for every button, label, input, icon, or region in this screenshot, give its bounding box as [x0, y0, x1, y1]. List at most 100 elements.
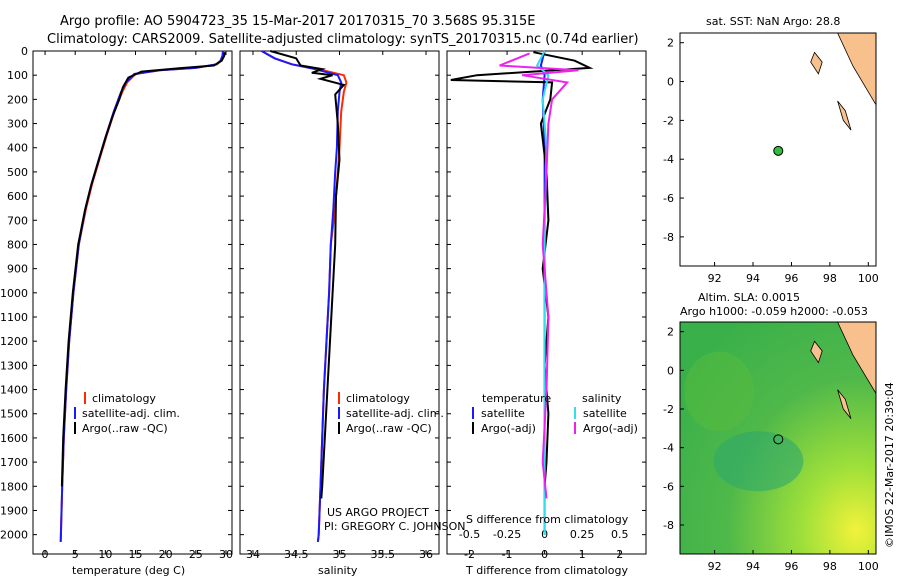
depth-tick-label: 700 — [7, 214, 28, 227]
x-tick-label: 10 — [98, 548, 112, 561]
legend-label-argo: Argo(..raw -QC) — [82, 422, 168, 435]
imos-timestamp: ©IMOS 22-Mar-2017 20:39:04 — [883, 382, 896, 548]
x-tick-label: 2 — [616, 548, 623, 561]
difference-xlabel-top: S difference from climatology — [466, 513, 629, 526]
x-tick-label: 35 — [333, 548, 347, 561]
depth-tick-label: 1800 — [0, 480, 28, 493]
difference-plot: -2 -1 0 1 2-0.5 -0.25 0 0.25 0.5 — [450, 50, 628, 561]
map-y-tick-label: -8 — [663, 519, 674, 532]
map-x-tick-label: 98 — [823, 560, 837, 573]
depth-tick-label: 1700 — [0, 456, 28, 469]
x-tick-label-salinity: 0.25 — [570, 528, 595, 541]
map-y-tick-label: -4 — [663, 153, 674, 166]
land-island — [837, 389, 852, 419]
sla-map-title-line2: Argo h1000: -0.059 h2000: -0.053 — [680, 305, 868, 318]
series-line-s-argo — [499, 52, 579, 499]
series-line-argo — [270, 50, 346, 499]
x-tick-label: -1 — [502, 548, 513, 561]
depth-tick-label: 800 — [7, 238, 28, 251]
sst-map-title: sat. SST: NaN Argo: 28.8 — [706, 15, 840, 28]
depth-tick-label: 1200 — [0, 335, 28, 348]
x-tick-label: 0 — [42, 548, 49, 561]
pi-credit: PI: GREGORY C. JOHNSON — [324, 520, 465, 533]
map-y-tick-label: 2 — [667, 37, 674, 50]
difference-xlabel-bottom: T difference from climatology — [465, 564, 628, 577]
series-line-climatology — [261, 50, 348, 543]
map-y-tick-label: -6 — [663, 480, 674, 493]
legend-label-argo: Argo(..raw -QC) — [346, 422, 432, 435]
depth-tick-label: 200 — [7, 93, 28, 106]
map-x-tick-label: 98 — [823, 272, 837, 285]
depth-tick-label: 2000 — [0, 529, 28, 542]
map-y-tick-label: 0 — [667, 364, 674, 377]
depth-tick-label: 900 — [7, 263, 28, 276]
depth-tick-label: 300 — [7, 118, 28, 131]
map-y-tick-label: -2 — [663, 403, 674, 416]
series-line-argo — [60, 52, 226, 487]
map-x-tick-label: 92 — [708, 560, 722, 573]
series-line-climatology — [59, 50, 225, 542]
map-x-tick-label: 100 — [858, 272, 879, 285]
header-title-line1: Argo profile: AO 5904723_35 15-Mar-2017 … — [60, 14, 536, 29]
argo-float-marker — [773, 145, 784, 156]
legend-label-t-satellite: satellite — [481, 407, 525, 420]
map-y-tick-label: -2 — [663, 114, 674, 127]
temperature-legend: climatology satellite-adj. clim. Argo(..… — [74, 392, 180, 435]
legend-label-t-argo: Argo(-adj) — [481, 422, 536, 435]
legend-header-temperature: temperature — [482, 392, 551, 405]
legend-header-salinity: salinity — [582, 392, 622, 405]
land-island — [837, 100, 852, 131]
land-island — [810, 51, 823, 75]
legend-label-satellite: satellite-adj. clim. — [346, 407, 444, 420]
legend-label-satellite: satellite-adj. clim. — [82, 407, 180, 420]
x-tick-label: 15 — [129, 548, 143, 561]
map-x-tick-label: 100 — [858, 560, 879, 573]
header-title-line2: Climatology: CARS2009. Satellite-adjuste… — [47, 32, 639, 47]
map-y-tick-label: 2 — [667, 326, 674, 339]
map-y-tick-label: 0 — [667, 76, 674, 89]
salinity-xlabel: salinity — [318, 564, 358, 577]
legend-label-s-satellite: satellite — [583, 407, 627, 420]
difference-legend: temperature salinity satellite Argo(-adj… — [472, 392, 638, 435]
x-tick-label: 35.5 — [371, 548, 396, 561]
map-frame — [679, 32, 877, 267]
salinity-plot: 34 34.5 35 35.5 36 — [246, 50, 433, 561]
map-y-tick-label: -6 — [663, 192, 674, 205]
map-x-tick-label: 94 — [746, 560, 760, 573]
depth-tick-label: 1600 — [0, 432, 28, 445]
depth-tick-label: 1400 — [0, 384, 28, 397]
map-x-tick-label: 94 — [746, 272, 760, 285]
sla-map-title-line1: Altim. SLA: 0.0015 — [698, 291, 800, 304]
depth-tick-label: 1100 — [0, 311, 28, 324]
x-tick-label: 36 — [419, 548, 433, 561]
argo-float-marker — [773, 434, 784, 445]
depth-tick-label: 1300 — [0, 359, 28, 372]
difference-panel-frame — [446, 50, 647, 555]
x-tick-label: 25 — [189, 548, 203, 561]
x-tick-label-salinity: -0.25 — [493, 528, 521, 541]
depth-tick-label: 400 — [7, 142, 28, 155]
x-tick-label: 1 — [579, 548, 586, 561]
x-tick-label: 30 — [219, 548, 233, 561]
sst-map: 92 94 96 98 100 2 0 -2 -4 -6 -8 — [663, 32, 879, 285]
depth-tick-label: 1900 — [0, 504, 28, 517]
depth-tick-label: 1000 — [0, 287, 28, 300]
legend-label-climatology: climatology — [346, 392, 410, 405]
x-tick-label-salinity: -0.5 — [459, 528, 480, 541]
project-credit: US ARGO PROJECT — [327, 506, 429, 519]
map-x-tick-label: 96 — [784, 560, 798, 573]
sla-anomaly — [684, 351, 755, 432]
depth-tick-label: 500 — [7, 166, 28, 179]
map-x-tick-label: 92 — [708, 272, 722, 285]
land-island — [810, 340, 823, 364]
depth-axis: 0 100 200 300 400 500 600 700 800 900 1000 1100 1200… — [0, 45, 646, 542]
map-frame — [679, 321, 877, 555]
depth-tick-label: 100 — [7, 69, 28, 82]
temperature-plot: 0 5 10 15 20 25 30 — [42, 50, 233, 561]
x-tick-label: 34 — [246, 548, 260, 561]
series-line-satellite-adj-clim- — [59, 50, 224, 542]
x-tick-label: -2 — [464, 548, 475, 561]
legend-label-climatology: climatology — [92, 392, 156, 405]
x-tick-label: 5 — [72, 548, 79, 561]
